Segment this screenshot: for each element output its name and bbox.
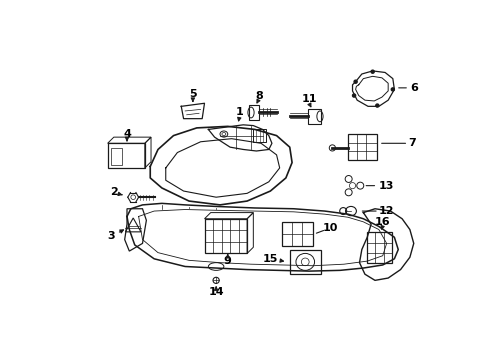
Text: 13: 13 xyxy=(378,181,393,191)
Ellipse shape xyxy=(353,80,356,83)
Text: 12: 12 xyxy=(378,206,393,216)
Text: 16: 16 xyxy=(374,217,390,227)
Text: 2: 2 xyxy=(110,187,118,197)
Text: 11: 11 xyxy=(301,94,316,104)
Ellipse shape xyxy=(370,70,373,73)
Text: 15: 15 xyxy=(262,254,278,264)
Text: 1: 1 xyxy=(235,108,243,117)
Text: 8: 8 xyxy=(254,91,262,100)
Text: 10: 10 xyxy=(323,223,338,233)
Text: 5: 5 xyxy=(189,89,196,99)
Text: 9: 9 xyxy=(224,256,231,266)
Ellipse shape xyxy=(390,88,393,91)
Text: 6: 6 xyxy=(409,83,417,93)
Text: 14: 14 xyxy=(208,287,224,297)
Text: 7: 7 xyxy=(407,138,415,148)
Text: 3: 3 xyxy=(107,231,115,241)
Ellipse shape xyxy=(375,104,378,107)
Ellipse shape xyxy=(352,94,355,97)
Text: 4: 4 xyxy=(123,129,131,139)
